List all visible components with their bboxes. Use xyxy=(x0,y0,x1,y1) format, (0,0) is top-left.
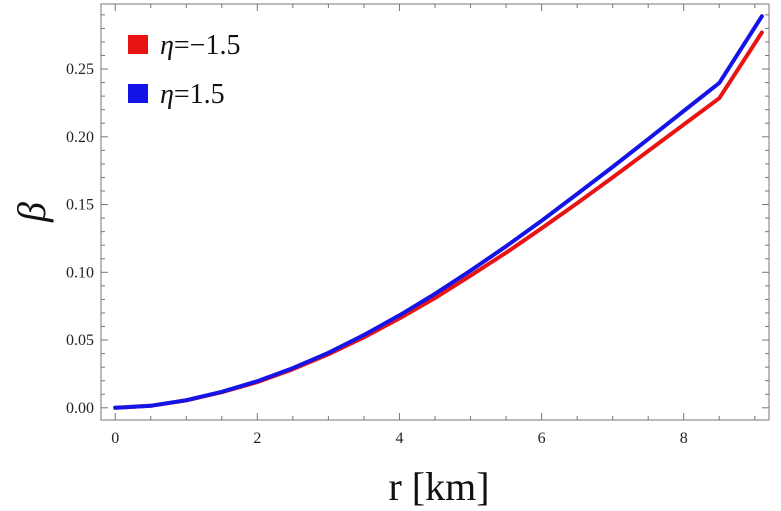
x-axis-title: r [km] xyxy=(388,464,489,509)
y-tick-label: 0.00 xyxy=(66,400,94,417)
y-tick-label: 0.10 xyxy=(66,264,94,281)
data-series xyxy=(113,14,764,410)
legend: η=−1.5 η=1.5 xyxy=(128,30,240,110)
legend-value-0: =−1.5 xyxy=(174,30,241,61)
y-tick-label: 0.20 xyxy=(66,129,94,146)
y-tick-label: 0.25 xyxy=(66,61,94,78)
legend-label-0: η=−1.5 xyxy=(160,30,240,61)
legend-symbol-0: η xyxy=(160,30,174,61)
x-tick-label: 0 xyxy=(111,430,119,447)
legend-value-1: =1.5 xyxy=(174,79,225,110)
y-tick-label: 0.05 xyxy=(66,332,94,349)
axis-tick-labels: 0 2 4 6 8 0.00 0.05 0.10 0.15 0.20 0.25 xyxy=(66,61,688,447)
y-tick-label: 0.15 xyxy=(66,197,94,214)
x-tick-label: 8 xyxy=(680,430,688,447)
x-tick-label: 6 xyxy=(538,430,546,447)
y-axis-title: β xyxy=(9,202,54,223)
series-line-1 xyxy=(113,14,764,410)
legend-label-1: η=1.5 xyxy=(160,79,225,110)
plot-frame xyxy=(100,3,770,421)
x-tick-label: 2 xyxy=(253,430,261,447)
legend-swatch-blue xyxy=(128,84,148,103)
axis-ticks xyxy=(101,4,769,420)
legend-swatch-red xyxy=(128,35,148,54)
x-tick-label: 4 xyxy=(395,430,403,447)
legend-symbol-1: η xyxy=(160,79,174,110)
